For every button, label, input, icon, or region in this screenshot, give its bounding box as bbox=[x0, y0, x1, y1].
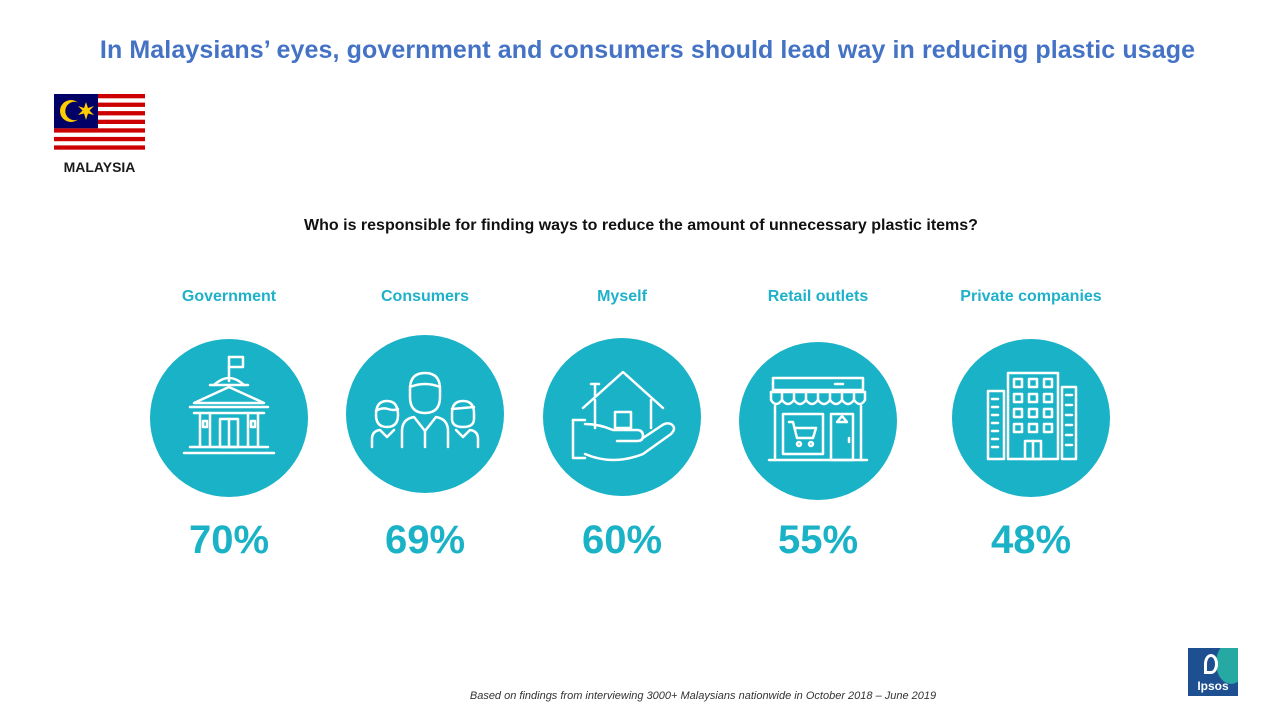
percentage-value: 70% bbox=[188, 518, 270, 562]
government-building-icon bbox=[150, 339, 308, 497]
country-label: MALAYSIA bbox=[63, 159, 136, 175]
logo-mark-icon bbox=[1204, 654, 1218, 674]
retail-store-icon bbox=[739, 342, 897, 500]
malaysia-flag-icon bbox=[54, 94, 145, 154]
consumers-people-icon bbox=[346, 335, 504, 493]
percentage-value: 55% bbox=[777, 518, 859, 562]
category-label: Retail outlets bbox=[767, 288, 869, 305]
logo-text: Ipsos bbox=[1197, 679, 1229, 693]
page-title: In Malaysians’ eyes, government and cons… bbox=[99, 36, 1196, 64]
ipsos-logo: Ipsos bbox=[1188, 648, 1238, 696]
percentage-value: 60% bbox=[581, 518, 663, 562]
category-label: Consumers bbox=[380, 288, 470, 305]
percentage-value: 69% bbox=[384, 518, 466, 562]
logo-swoosh-icon bbox=[1216, 648, 1238, 684]
category-label: Myself bbox=[597, 288, 647, 305]
footnote: Based on findings from interviewing 3000… bbox=[469, 690, 937, 702]
category-label: Private companies bbox=[960, 288, 1102, 305]
survey-question: Who is responsible for finding ways to r… bbox=[304, 217, 978, 234]
percentage-value: 48% bbox=[990, 518, 1072, 562]
office-buildings-icon bbox=[952, 339, 1110, 497]
house-in-hand-icon bbox=[543, 338, 701, 496]
category-label: Government bbox=[181, 288, 277, 305]
